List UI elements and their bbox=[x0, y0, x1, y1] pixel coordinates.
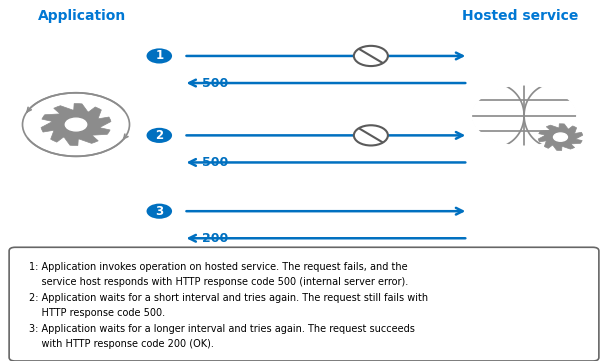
Polygon shape bbox=[41, 104, 111, 145]
Polygon shape bbox=[538, 124, 582, 151]
Circle shape bbox=[147, 48, 172, 64]
Text: 3: Application waits for a longer interval and tries again. The request succeeds: 3: Application waits for a longer interv… bbox=[29, 324, 415, 334]
Text: service host responds with HTTP response code 500 (internal server error).: service host responds with HTTP response… bbox=[29, 277, 409, 287]
Circle shape bbox=[471, 84, 578, 147]
Text: Hosted service: Hosted service bbox=[461, 9, 578, 23]
Circle shape bbox=[147, 128, 172, 143]
FancyBboxPatch shape bbox=[9, 247, 599, 361]
Circle shape bbox=[147, 204, 172, 219]
Text: with HTTP response code 200 (OK).: with HTTP response code 200 (OK). bbox=[29, 339, 214, 349]
Text: 2: Application waits for a short interval and tries again. The request still fai: 2: Application waits for a short interva… bbox=[29, 293, 428, 303]
Text: Application: Application bbox=[38, 9, 126, 23]
Text: 1: 1 bbox=[155, 49, 164, 62]
Text: 2: 2 bbox=[155, 129, 164, 142]
Circle shape bbox=[354, 125, 388, 145]
Text: 200: 200 bbox=[202, 232, 228, 245]
Text: 500: 500 bbox=[202, 156, 228, 169]
Circle shape bbox=[65, 118, 87, 131]
Text: HTTP response code 500.: HTTP response code 500. bbox=[29, 308, 165, 318]
Circle shape bbox=[553, 133, 567, 141]
Text: 1: Application invokes operation on hosted service. The request fails, and the: 1: Application invokes operation on host… bbox=[29, 262, 408, 272]
Text: 3: 3 bbox=[155, 205, 164, 218]
Circle shape bbox=[354, 46, 388, 66]
Text: 500: 500 bbox=[202, 77, 228, 90]
